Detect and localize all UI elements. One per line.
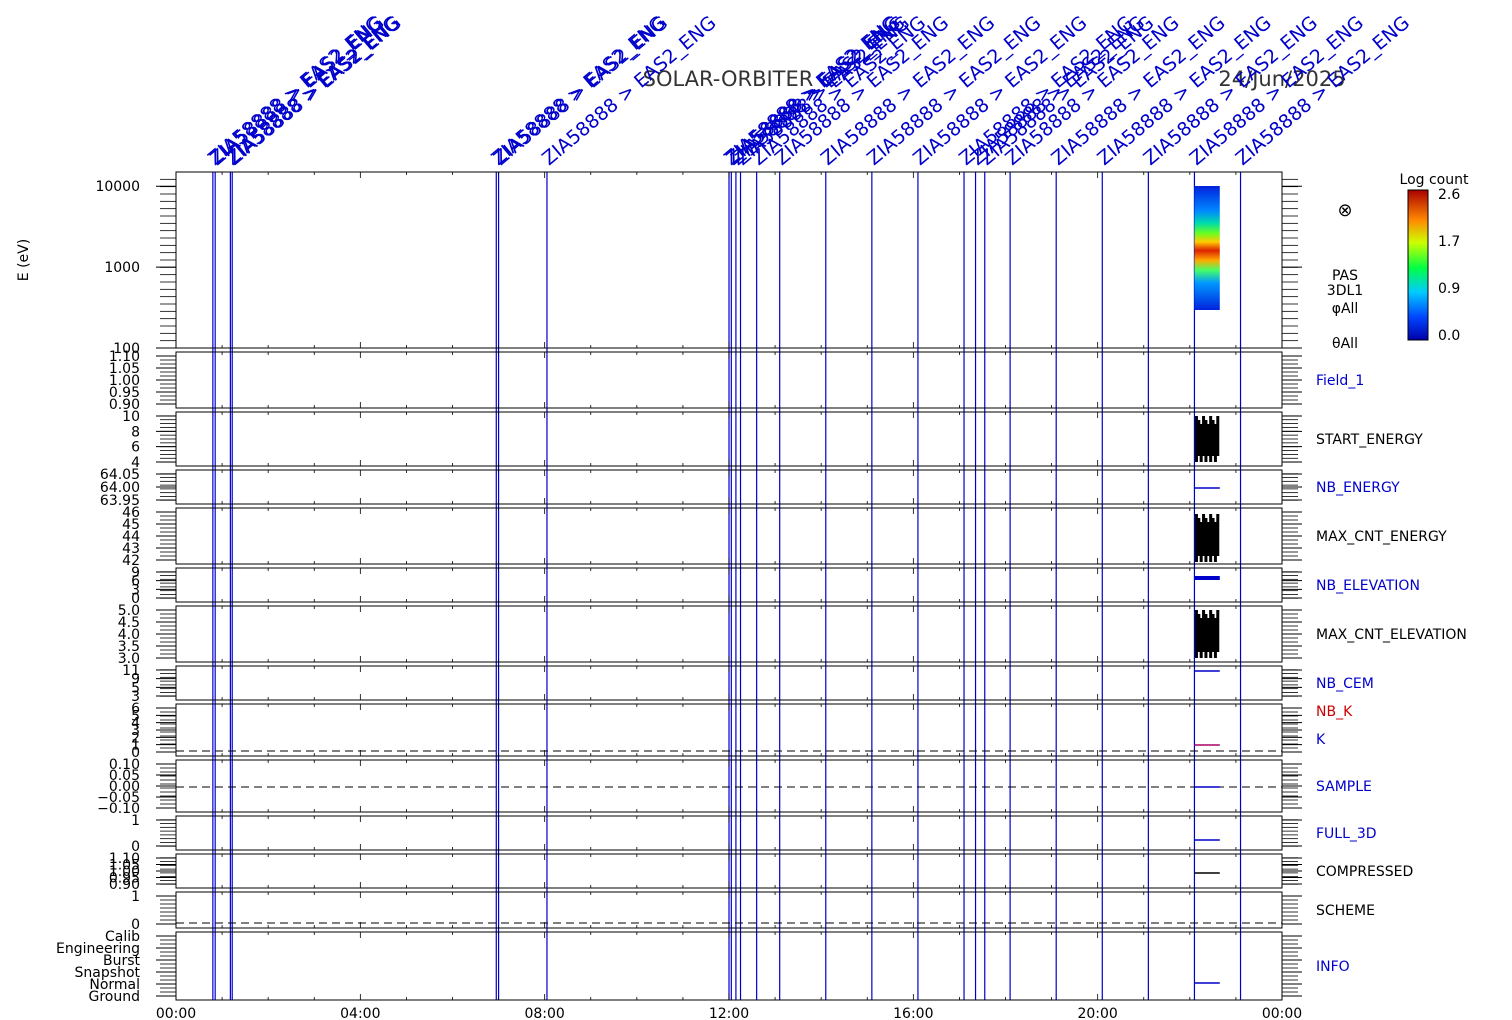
y-tick-label: 0.10 bbox=[109, 757, 140, 773]
colorbar-title: Log count bbox=[1400, 172, 1469, 188]
colorbar-tick-label: 2.6 bbox=[1438, 187, 1460, 203]
y-tick-label: −0.10 bbox=[97, 801, 140, 817]
y-tick-label: 64.00 bbox=[100, 480, 140, 496]
y-tick-label: 0.95 bbox=[109, 871, 140, 887]
y-tick-label: 0 bbox=[131, 591, 140, 607]
panel-label: NB_ELEVATION bbox=[1316, 578, 1420, 594]
y-tick-label: 1.00 bbox=[109, 373, 140, 389]
x-tick-label: 00:00 bbox=[1262, 1006, 1302, 1020]
y-tick-label: 0 bbox=[131, 839, 140, 855]
y-tick-label: 5.0 bbox=[118, 603, 140, 619]
y-tick-label: Burst bbox=[103, 953, 141, 969]
panel-label: FULL_3D bbox=[1316, 826, 1377, 842]
y-tick-label: 6 bbox=[131, 574, 140, 590]
x-tick-label: 00:00 bbox=[156, 1006, 196, 1020]
y-tick-label: 1 bbox=[131, 813, 140, 829]
y-tick-label: 0.00 bbox=[109, 779, 140, 795]
y-tick-label: 1.00 bbox=[109, 864, 140, 880]
y-tick-label: 6 bbox=[131, 701, 140, 717]
y-tick-label: 3 bbox=[131, 582, 140, 598]
chart-date: 24/Jun/2025 bbox=[1218, 67, 1345, 91]
chart-title: SOLAR-ORBITER bbox=[643, 67, 814, 91]
y-tick-label: 5 bbox=[131, 680, 140, 696]
panel-label: NB_CEM bbox=[1316, 676, 1374, 692]
panel-label: START_ENERGY bbox=[1316, 432, 1423, 448]
x-tick-label: 16:00 bbox=[893, 1006, 933, 1020]
panel-label: SAMPLE bbox=[1316, 779, 1372, 795]
colorbar-tick-label: 0.9 bbox=[1438, 281, 1460, 297]
y-tick-label: 0 bbox=[131, 917, 140, 933]
event-marker-label: ZIA58888 > EAS2_ENG bbox=[223, 12, 405, 170]
colorbar bbox=[1407, 189, 1429, 341]
y-tick-label: 1000 bbox=[104, 260, 140, 276]
y-tick-label: 6 bbox=[131, 440, 140, 456]
y-tick-label: 8 bbox=[131, 424, 140, 440]
y-tick-label: 10 bbox=[122, 409, 140, 425]
y-tick-label: 100 bbox=[113, 341, 140, 357]
y-tick-label: 46 bbox=[122, 505, 140, 521]
y-tick-label: 11 bbox=[122, 663, 140, 679]
instrument-label: θAll bbox=[1332, 336, 1358, 352]
y-tick-label: Engineering bbox=[56, 941, 140, 957]
y-tick-label: 4.5 bbox=[118, 615, 140, 631]
instrument-label: PAS bbox=[1332, 268, 1358, 284]
y-tick-label: 43 bbox=[122, 541, 140, 557]
y-tick-label: 0 bbox=[131, 745, 140, 761]
y-tick-label: 0.95 bbox=[109, 385, 140, 401]
y-tick-label: 0.90 bbox=[109, 877, 140, 893]
y-tick-label: 63.95 bbox=[100, 493, 140, 509]
y-tick-label: 42 bbox=[122, 553, 140, 569]
y-tick-label: Snapshot bbox=[75, 965, 141, 981]
y-tick-label: 45 bbox=[122, 517, 140, 533]
y-tick-label: 3 bbox=[131, 689, 140, 705]
panel-label: MAX_CNT_ELEVATION bbox=[1316, 627, 1467, 643]
y-tick-label: 1.05 bbox=[109, 361, 140, 377]
y-tick-label: 4 bbox=[131, 455, 140, 471]
y-tick-label: Normal bbox=[89, 977, 140, 993]
y-tick-label: 9 bbox=[131, 565, 140, 581]
panel-label: Field_1 bbox=[1316, 373, 1364, 389]
y-tick-label: 0.05 bbox=[109, 768, 140, 784]
y-axis-label: E (eV) bbox=[16, 239, 32, 281]
y-tick-label: 9 bbox=[131, 672, 140, 688]
x-tick-label: 20:00 bbox=[1077, 1006, 1117, 1020]
y-tick-label: 1 bbox=[131, 889, 140, 905]
y-tick-label: 1.10 bbox=[109, 349, 140, 365]
panel-label: K bbox=[1316, 732, 1326, 748]
panel-label: MAX_CNT_ENERGY bbox=[1316, 529, 1447, 545]
x-tick-label: 12:00 bbox=[709, 1006, 749, 1020]
panel-label: INFO bbox=[1316, 959, 1350, 975]
panel-label: NB_K bbox=[1316, 704, 1353, 720]
spectrogram-data bbox=[1194, 186, 1220, 310]
y-tick-label: 3 bbox=[131, 723, 140, 739]
y-tick-label: 44 bbox=[122, 529, 140, 545]
y-tick-label: 3.0 bbox=[118, 651, 140, 667]
y-tick-label: 1 bbox=[131, 738, 140, 754]
colorbar-tick-label: 0.0 bbox=[1438, 328, 1460, 344]
panel-label: SCHEME bbox=[1316, 903, 1375, 919]
panel-label: NB_ENERGY bbox=[1316, 480, 1400, 496]
y-tick-label: Calib bbox=[105, 929, 140, 945]
instrument-label: φAll bbox=[1332, 301, 1359, 317]
y-tick-label: 1.05 bbox=[109, 858, 140, 874]
colorbar-tick-label: 1.7 bbox=[1438, 234, 1460, 250]
y-tick-label: 4.0 bbox=[118, 627, 140, 643]
y-tick-label: 3.5 bbox=[118, 639, 140, 655]
y-tick-label: 0.90 bbox=[109, 397, 140, 413]
y-tick-label: 64.05 bbox=[100, 467, 140, 483]
panel-label: COMPRESSED bbox=[1316, 864, 1413, 880]
y-tick-label: 2 bbox=[131, 730, 140, 746]
x-tick-label: 08:00 bbox=[524, 1006, 564, 1020]
y-tick-label: Ground bbox=[89, 989, 141, 1005]
y-tick-label: −0.05 bbox=[97, 790, 140, 806]
y-tick-label: 5 bbox=[131, 708, 140, 724]
no-direction-icon: ⊗ bbox=[1337, 200, 1352, 221]
y-tick-label: 4 bbox=[131, 716, 140, 732]
x-tick-label: 04:00 bbox=[340, 1006, 380, 1020]
y-tick-label: 10000 bbox=[95, 179, 140, 195]
y-tick-label: 1.10 bbox=[109, 851, 140, 867]
instrument-label: 3DL1 bbox=[1327, 283, 1363, 299]
